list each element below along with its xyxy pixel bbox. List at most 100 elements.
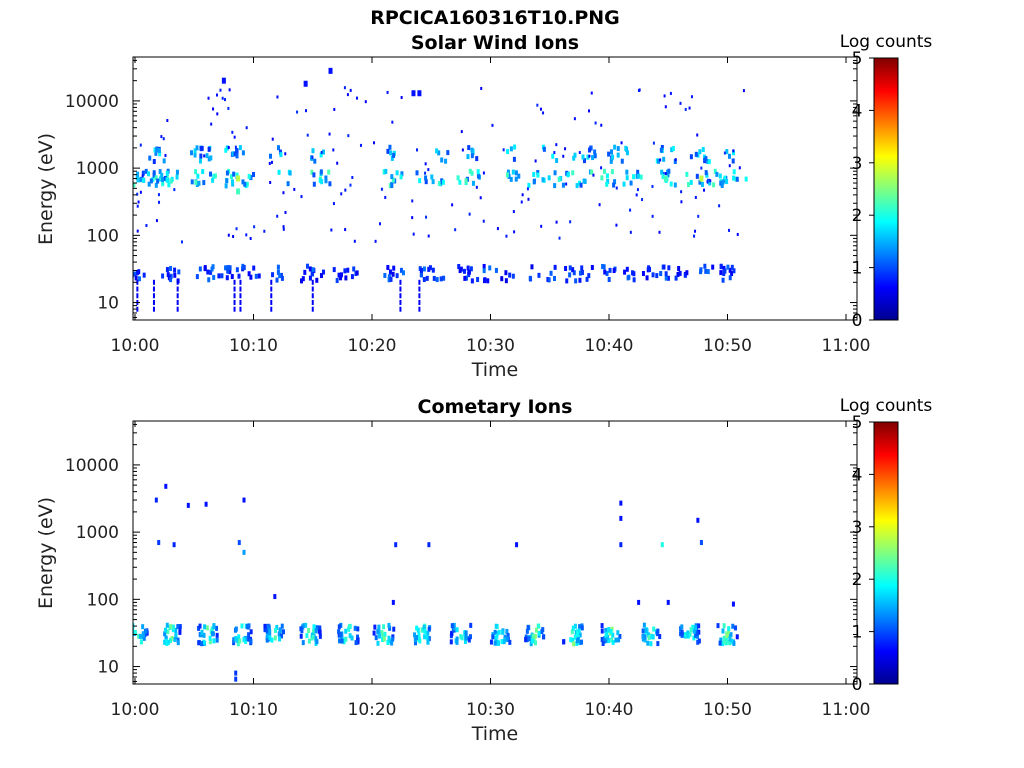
heatmap-cell (268, 161, 271, 165)
heatmap-cell (129, 629, 132, 634)
heatmap-cell (154, 175, 158, 181)
colorbar-tick-label: 4 (852, 101, 863, 121)
heatmap-cell (176, 286, 179, 292)
heatmap-cell (724, 640, 728, 646)
x-tick-label: 10:20 (348, 700, 397, 720)
heatmap-cell (732, 640, 736, 646)
heatmap-cell (232, 234, 235, 238)
heatmap-cell (669, 91, 672, 95)
heatmap-cell (206, 269, 210, 275)
x-tick-label: 10:00 (111, 336, 160, 356)
heatmap-cell (386, 639, 390, 645)
heatmap-cell (242, 637, 246, 643)
heatmap-cell (451, 203, 454, 207)
heatmap-cell (551, 153, 555, 159)
heatmap-cell (471, 180, 475, 186)
heatmap-cell (504, 270, 508, 276)
x-tick-label: 10:00 (111, 700, 160, 720)
heatmap-cell (727, 626, 731, 632)
heatmap-cell (340, 638, 344, 644)
heatmap-cell (245, 233, 248, 237)
heatmap-cell (658, 230, 661, 234)
heatmap-cell (512, 210, 515, 214)
heatmap-cell (233, 299, 236, 305)
heatmap-cell (243, 635, 247, 641)
heatmap-cell (234, 670, 238, 676)
heatmap-cell (145, 224, 148, 228)
heatmap-cell (136, 286, 139, 292)
heatmap-cell (391, 177, 395, 183)
heatmap-cell (209, 155, 213, 161)
heatmap-cell (394, 542, 398, 548)
heatmap-cell (169, 273, 173, 279)
heatmap-cell (636, 188, 639, 192)
heatmap-cell (680, 190, 683, 194)
heatmap-cell (638, 88, 641, 92)
heatmap-cell (664, 105, 667, 109)
heatmap-cell (278, 149, 282, 155)
heatmap-cell (378, 222, 381, 226)
heatmap-cell (464, 630, 468, 636)
heatmap-cell (625, 266, 629, 272)
heatmap-cell (427, 168, 430, 172)
heatmap-cell (469, 266, 473, 272)
heatmap-cell (591, 155, 595, 161)
heatmap-cell (133, 271, 137, 277)
heatmap-cell (494, 623, 498, 629)
heatmap-cell (392, 626, 396, 632)
heatmap-cell (723, 175, 727, 181)
y-tick-label: 10 (97, 294, 119, 314)
heatmap-cell (395, 273, 399, 279)
heatmap-cell (148, 155, 152, 161)
heatmap-cell (552, 276, 556, 282)
heatmap-cell (194, 169, 198, 175)
heatmap-cell (399, 279, 402, 285)
heatmap-cell (270, 293, 273, 299)
heatmap-cell (526, 187, 529, 191)
heatmap-cell (384, 168, 388, 174)
heatmap-cell (652, 626, 656, 632)
heatmap-cell (203, 266, 207, 272)
heatmap-cell (330, 228, 333, 232)
heatmap-cell (613, 179, 617, 185)
heatmap-cell (651, 272, 655, 278)
heatmap-cell (728, 275, 732, 281)
heatmap-cell (280, 275, 284, 281)
heatmap-cell (381, 637, 385, 643)
heatmap-cell (173, 267, 177, 273)
heatmap-cell (588, 109, 591, 113)
heatmap-cell (488, 265, 492, 271)
x-tick-label: 10:40 (585, 336, 634, 356)
heatmap-cell (176, 299, 179, 305)
heatmap-cell (307, 638, 311, 644)
heatmap-cell (721, 179, 725, 185)
heatmap-cell (610, 169, 614, 175)
heatmap-cell (344, 188, 347, 192)
heatmap-cell (589, 145, 593, 151)
heatmap-cell (328, 67, 333, 74)
heatmap-cell (247, 636, 251, 642)
heatmap-cell (380, 187, 383, 191)
heatmap-cell (237, 634, 241, 640)
x-tick-label: 10:30 (466, 336, 515, 356)
heatmap-cell (632, 174, 636, 180)
y-tick-label: 10 (97, 658, 119, 678)
heatmap-cell (440, 157, 444, 163)
y-tick-label: 10000 (65, 456, 119, 476)
panel-title: Solar Wind Ions (411, 32, 579, 54)
heatmap-cell (178, 629, 182, 635)
colorbar-ticks: 0 1 2 3 4 5 (852, 413, 874, 695)
heatmap-cell (384, 195, 387, 199)
heatmap-cell (697, 629, 701, 635)
colorbar-tick-label: 2 (852, 206, 863, 226)
heatmap-cell (607, 151, 611, 157)
heatmap-cell (199, 146, 203, 152)
heatmap-cell (711, 264, 715, 270)
heatmap-cell (263, 229, 266, 233)
heatmap-cell (399, 267, 403, 273)
heatmap-cell (541, 177, 545, 183)
heatmap-cell (339, 631, 343, 637)
heatmap-cell (175, 169, 179, 175)
heatmap-cell (233, 135, 236, 139)
